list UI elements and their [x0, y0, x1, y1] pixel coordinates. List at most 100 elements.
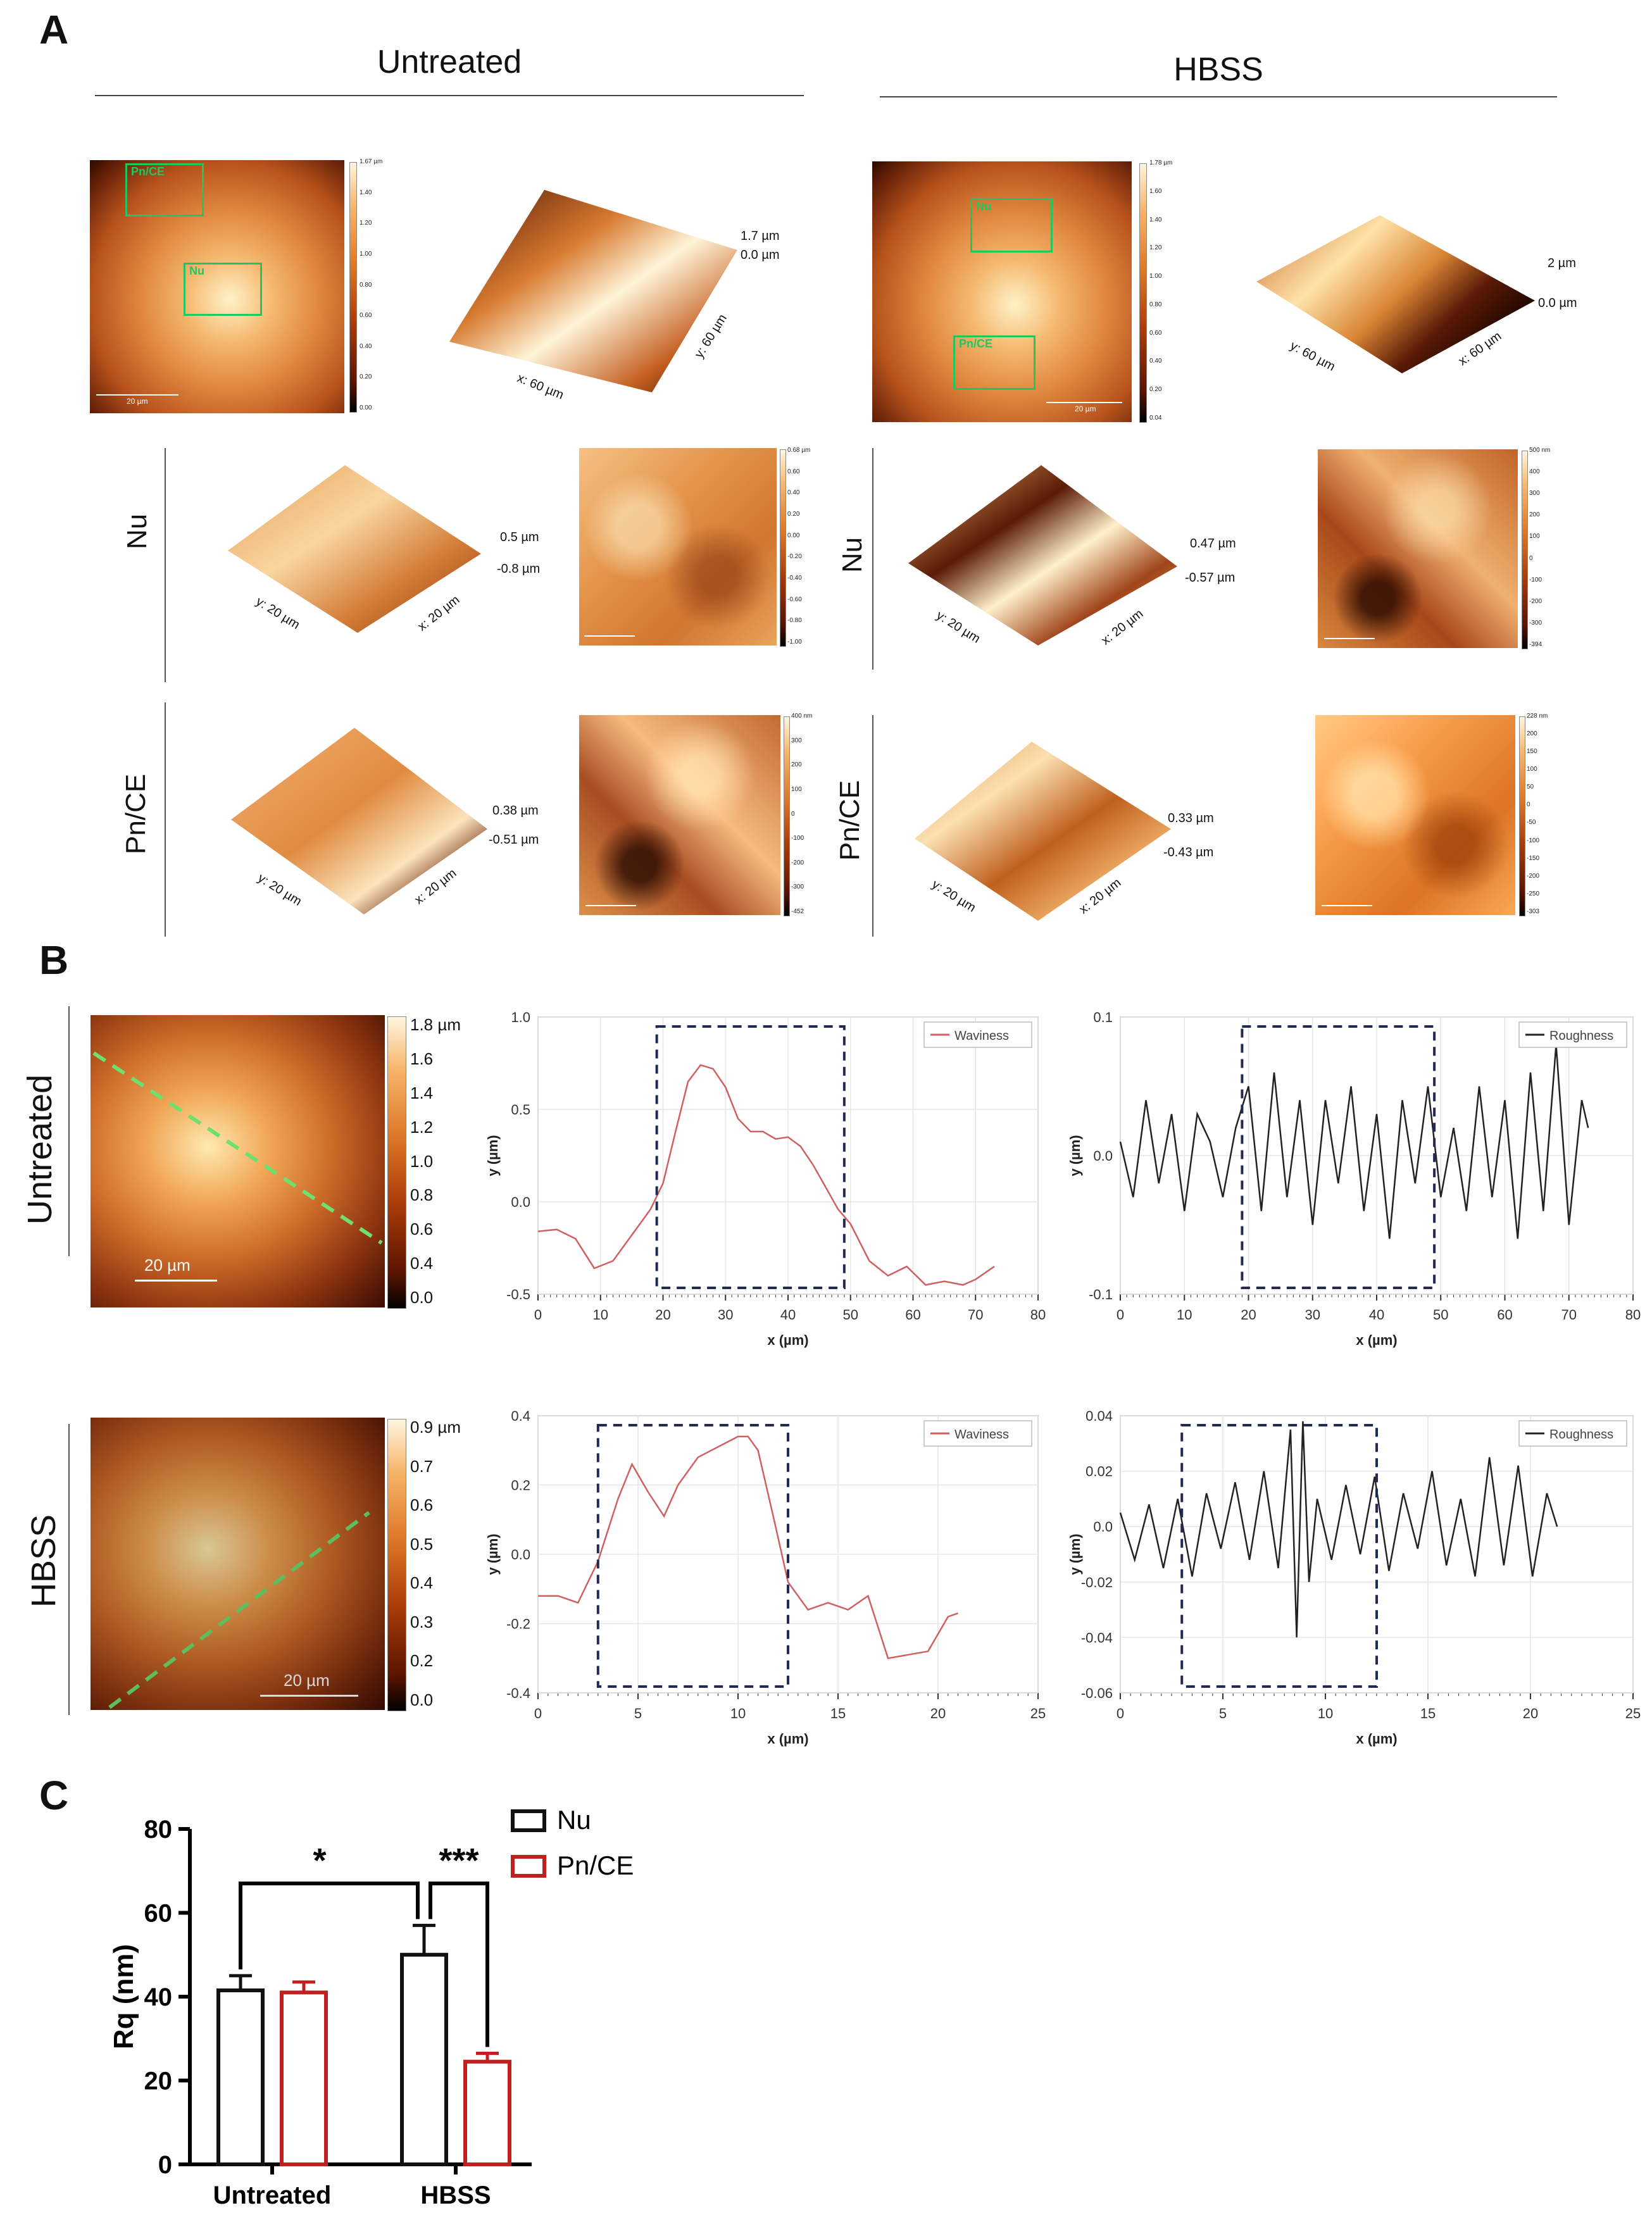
- y-tick-label: -0.04: [1081, 1630, 1113, 1645]
- x-tick-label: Untreated: [213, 2181, 332, 2209]
- scale-label: 20 µm: [144, 1256, 191, 1275]
- colorbar-tick-label: 0.3: [410, 1612, 434, 1632]
- group-title-untreated: Untreated: [377, 44, 522, 80]
- colorbar-tick-label: 1.2: [410, 1117, 434, 1137]
- x-tick-label: 20: [655, 1307, 670, 1323]
- roughness-chart-untreated: 0 10 20 30 40 50 60 70 80 -0.1 0.0 0.1 x (µm) y (µm) R…: [1067, 1009, 1641, 1348]
- colorbar-tick-label: 1.20: [1149, 244, 1162, 252]
- colorbar-tick-label: -200: [1529, 597, 1542, 605]
- y-axis-title: y (µm): [485, 1533, 501, 1575]
- z-max-label: 2 µm: [1548, 256, 1576, 270]
- row-label-nu: Nu: [122, 513, 153, 549]
- roi-label-pn-ce: Pn/CE: [131, 165, 165, 178]
- legend-label: Waviness: [954, 1428, 1009, 1442]
- divider: [872, 715, 873, 937]
- colorbar-tick-label: 0: [1529, 554, 1533, 562]
- row-label-hbss: HBSS: [25, 1514, 63, 1607]
- afm-3d-hbss-nu: [908, 465, 1177, 646]
- colorbar-tick-label: -300: [791, 883, 804, 891]
- afm-height-map-untreated: 20 µm: [91, 1015, 385, 1307]
- x-tick-label: 60: [905, 1307, 920, 1323]
- colorbar-tick-label: -0.40: [787, 574, 802, 582]
- bar: [216, 1988, 265, 2166]
- divider: [68, 1424, 70, 1715]
- colorbar: [1519, 716, 1525, 916]
- colorbar-labels: 400 nm 300 200 100 0 -100 -200 -300 -452: [791, 713, 823, 915]
- y-tick-label: -0.1: [1089, 1287, 1113, 1302]
- significance-label: ***: [439, 1842, 479, 1880]
- y-axis-title: y (µm): [485, 1135, 501, 1176]
- colorbar-tick-label: 0.9 µm: [410, 1418, 461, 1437]
- y-tick-label: 0.0: [1093, 1519, 1113, 1535]
- region-box: [596, 1424, 790, 1688]
- colorbar-tick-label: -250: [1527, 890, 1540, 897]
- y-tick-label: 0.0: [511, 1194, 530, 1210]
- colorbar-tick-label: -452: [791, 908, 804, 915]
- y-tick-label: -0.06: [1081, 1685, 1113, 1701]
- colorbar-tick-label: -0.80: [787, 617, 802, 625]
- afm-height-map-untreated-pn-ce: [579, 715, 780, 915]
- x-tick-label: 10: [730, 1706, 746, 1721]
- colorbar-tick-label: -200: [791, 859, 804, 866]
- roi-label-nu: Nu: [976, 200, 991, 213]
- x-tick-label: 10: [1318, 1706, 1333, 1721]
- afm-height-map-hbss: 20 µm: [91, 1418, 385, 1710]
- colorbar-labels: 0.9 µm 0.7 0.6 0.5 0.4 0.3 0.2 0.0: [410, 1418, 467, 1710]
- colorbar: [1522, 451, 1528, 649]
- colorbar-tick-label: 1.60: [1149, 187, 1162, 195]
- colorbar-tick-label: 0: [1527, 801, 1530, 809]
- afm-3d-hbss-pn-ce: [915, 742, 1171, 921]
- roi-label-pn-ce: Pn/CE: [959, 337, 993, 350]
- colorbar-tick-label: 200: [1527, 730, 1537, 738]
- scale-bar: [585, 905, 636, 906]
- afm-3d-untreated-nu: [228, 465, 481, 633]
- colorbar-tick-label: 0.2: [410, 1651, 434, 1671]
- colorbar-tick-label: 400 nm: [791, 713, 813, 720]
- z-min-label: -0.51 µm: [489, 833, 539, 847]
- afm-3d-hbss: [1256, 215, 1535, 373]
- colorbar-tick-label: 0.68 µm: [787, 447, 811, 454]
- colorbar-tick-label: 100: [1527, 766, 1537, 773]
- colorbar-tick-label: 1.40: [1149, 216, 1162, 223]
- colorbar-labels: 500 nm 400 300 200 100 0 -100 -200 -300 -394: [1529, 447, 1561, 648]
- colorbar-tick-label: -303: [1527, 908, 1540, 915]
- colorbar-tick-label: 200: [1529, 511, 1540, 519]
- colorbar-tick-label: 0.4: [410, 1254, 434, 1273]
- colorbar-tick-label: 300: [791, 737, 802, 744]
- colorbar-tick-label: 1.78 µm: [1149, 159, 1173, 166]
- colorbar-tick-label: -50: [1527, 819, 1536, 827]
- x-tick-label: 5: [634, 1706, 642, 1721]
- afm-height-map-untreated-nu: [579, 448, 777, 646]
- x-tick-label: 80: [1030, 1307, 1046, 1323]
- colorbar-labels: 1.78 µm 1.60 1.40 1.20 1.00 0.80 0.60 0.40 0.20 0…: [1149, 159, 1187, 421]
- colorbar-tick-label: 0.60: [360, 312, 372, 320]
- roi-box-nu: Nu: [970, 198, 1053, 253]
- scale-bar: [1046, 402, 1122, 403]
- scale-bar: [584, 635, 635, 637]
- x-tick-label: 30: [718, 1307, 733, 1323]
- z-max-label: 1.7 µm: [741, 229, 780, 243]
- x-tick-label: 15: [1420, 1706, 1436, 1721]
- roi-box-pn-ce: Pn/CE: [953, 335, 1036, 390]
- y-tick-label: 0.1: [1093, 1009, 1113, 1025]
- colorbar-tick-label: 300: [1529, 490, 1540, 497]
- colorbar-tick-label: -1.00: [787, 638, 802, 646]
- legend-label: Pn/CE: [557, 1850, 634, 1880]
- afm-height-map-hbss-nu: [1318, 449, 1518, 648]
- colorbar-tick-label: 0.8: [410, 1185, 434, 1205]
- legend-label: Roughness: [1549, 1029, 1613, 1043]
- colorbar-tick-label: 0.60: [1149, 329, 1162, 337]
- colorbar-tick-label: 1.6: [410, 1049, 434, 1068]
- x-tick-label: 80: [1625, 1307, 1641, 1323]
- scale-label: 20 µm: [284, 1671, 330, 1690]
- colorbar-labels: 0.68 µm 0.60 0.40 0.20 0.00 -0.20 -0.40 -0.60 -0…: [787, 447, 819, 646]
- colorbar: [784, 716, 790, 916]
- y-tick-label: -0.2: [506, 1616, 530, 1632]
- colorbar-tick-label: 0.20: [1149, 386, 1162, 394]
- y-tick-label: 0: [158, 2151, 172, 2179]
- divider: [872, 448, 873, 670]
- row-label-nu: Nu: [837, 537, 868, 573]
- waviness-chart-untreated: 0 10 20 30 40 50 60 70 80 -0.5 0.0 0.5 1.0 x (µm) y (µ…: [485, 1009, 1046, 1348]
- colorbar-tick-label: 0.80: [1149, 301, 1162, 308]
- y-tick-label: -0.4: [506, 1685, 530, 1701]
